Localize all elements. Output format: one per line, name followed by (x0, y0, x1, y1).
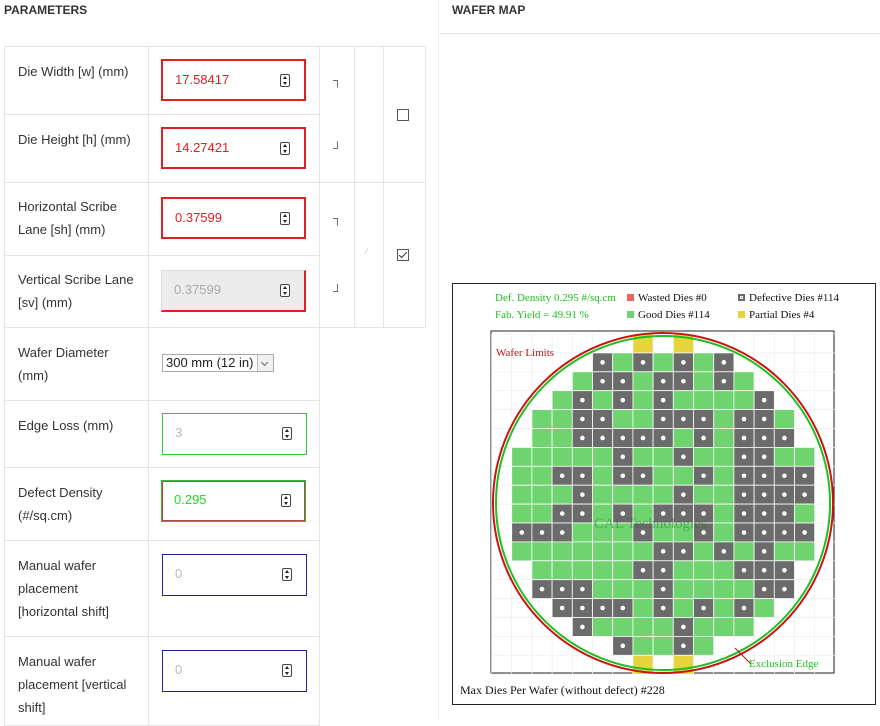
exclusion-edge-label: Exclusion Edge (749, 658, 819, 670)
die-width-spinner-icon[interactable] (280, 74, 290, 87)
v-scribe-spinner-icon (280, 284, 290, 297)
column-divider (438, 0, 439, 719)
partial-swatch (738, 311, 745, 318)
defect-density-spinner-icon[interactable] (281, 494, 291, 507)
wafer-diameter-label: Wafer Diameter (mm) (18, 345, 109, 383)
die-lock-cell (354, 46, 384, 183)
fab-yield-text: Fab. Yield = 49.91 % (495, 309, 589, 321)
h-scribe-input[interactable]: 0.37599 (161, 197, 306, 239)
h-scribe-spinner-icon[interactable] (280, 212, 290, 225)
parameters-heading: PARAMETERS (4, 3, 88, 17)
scribe-checkbox-cell (383, 182, 426, 328)
h-shift-input[interactable]: 0 (162, 554, 307, 596)
def-density-text: Def. Density 0.295 #/sq.cm (495, 292, 616, 304)
bracket-bottom-icon: ┘ (333, 141, 342, 155)
defective-legend: Defective Dies #114 (749, 292, 840, 304)
defect-density-label: Defect Density (#/sq.cm) (18, 485, 103, 523)
edge-loss-spinner-icon[interactable] (282, 427, 292, 440)
die-height-spinner-icon[interactable] (280, 142, 290, 155)
die-width-value: 17.58417 (175, 72, 230, 87)
die-height-value: 14.27421 (175, 140, 230, 155)
wasted-legend: Wasted Dies #0 (638, 292, 707, 304)
lock-scribe-checkbox[interactable] (397, 249, 409, 261)
watermark-text: CAL Technologies (594, 516, 707, 532)
die-height-input[interactable]: 14.27421 (161, 127, 306, 169)
wafer-diameter-select[interactable]: 300 mm (12 in) (162, 354, 274, 372)
h-scribe-label: Horizontal Scribe Lane [sh] (mm) (18, 199, 117, 237)
edge-loss-label: Edge Loss (mm) (18, 418, 114, 433)
v-shift-input[interactable]: 0 (162, 650, 307, 692)
v-shift-label: Manual wafer placement [vertical shift] (18, 654, 127, 715)
v-shift-spinner-icon[interactable] (282, 664, 292, 677)
scribe-lock-cell (354, 182, 384, 328)
lock-die-ratio-checkbox[interactable] (397, 109, 409, 121)
wafer-diameter-selected: 300 mm (12 in) (166, 355, 254, 370)
die-width-input[interactable]: 17.58417 (161, 59, 306, 101)
wafer-limits-label: Wafer Limits (496, 347, 555, 359)
h-shift-value: 0 (175, 566, 183, 581)
die-height-label: Die Height [h] (mm) (18, 132, 131, 147)
die-bracket-cell (319, 46, 355, 183)
defective-swatch (738, 294, 745, 301)
v-shift-value: 0 (175, 662, 183, 677)
bracket-top-icon: ┐ (333, 73, 342, 87)
v-scribe-value: 0.37599 (174, 282, 221, 297)
max-dies-text: Max Dies Per Wafer (without defect) #228 (460, 683, 665, 697)
bracket-bottom-icon: ┘ (333, 284, 342, 298)
scribe-bracket-cell (319, 182, 355, 328)
v-scribe-input: 0.37599 (161, 270, 306, 312)
partial-legend: Partial Dies #4 (749, 309, 815, 321)
defect-density-input[interactable]: 0.295 (161, 480, 306, 522)
bracket-top-icon: ┐ (333, 211, 342, 225)
h-scribe-value: 0.37599 (175, 210, 222, 225)
h-shift-spinner-icon[interactable] (282, 568, 292, 581)
chevron-down-icon[interactable] (257, 355, 273, 371)
die-width-label: Die Width [w] (mm) (18, 64, 129, 79)
good-swatch (627, 311, 634, 318)
h-shift-label: Manual wafer placement [horizontal shift… (18, 558, 110, 619)
good-legend: Good Dies #114 (638, 309, 710, 321)
link-icon: ∕ (366, 246, 368, 256)
wafer-map-heading: WAFER MAP (452, 3, 526, 17)
edge-loss-input[interactable]: 3 (162, 413, 307, 455)
defect-density-value: 0.295 (174, 492, 207, 507)
heading-divider (440, 33, 880, 34)
wasted-swatch (627, 294, 634, 301)
v-scribe-label: Vertical Scribe Lane [sv] (mm) (18, 272, 134, 310)
edge-loss-value: 3 (175, 425, 183, 440)
